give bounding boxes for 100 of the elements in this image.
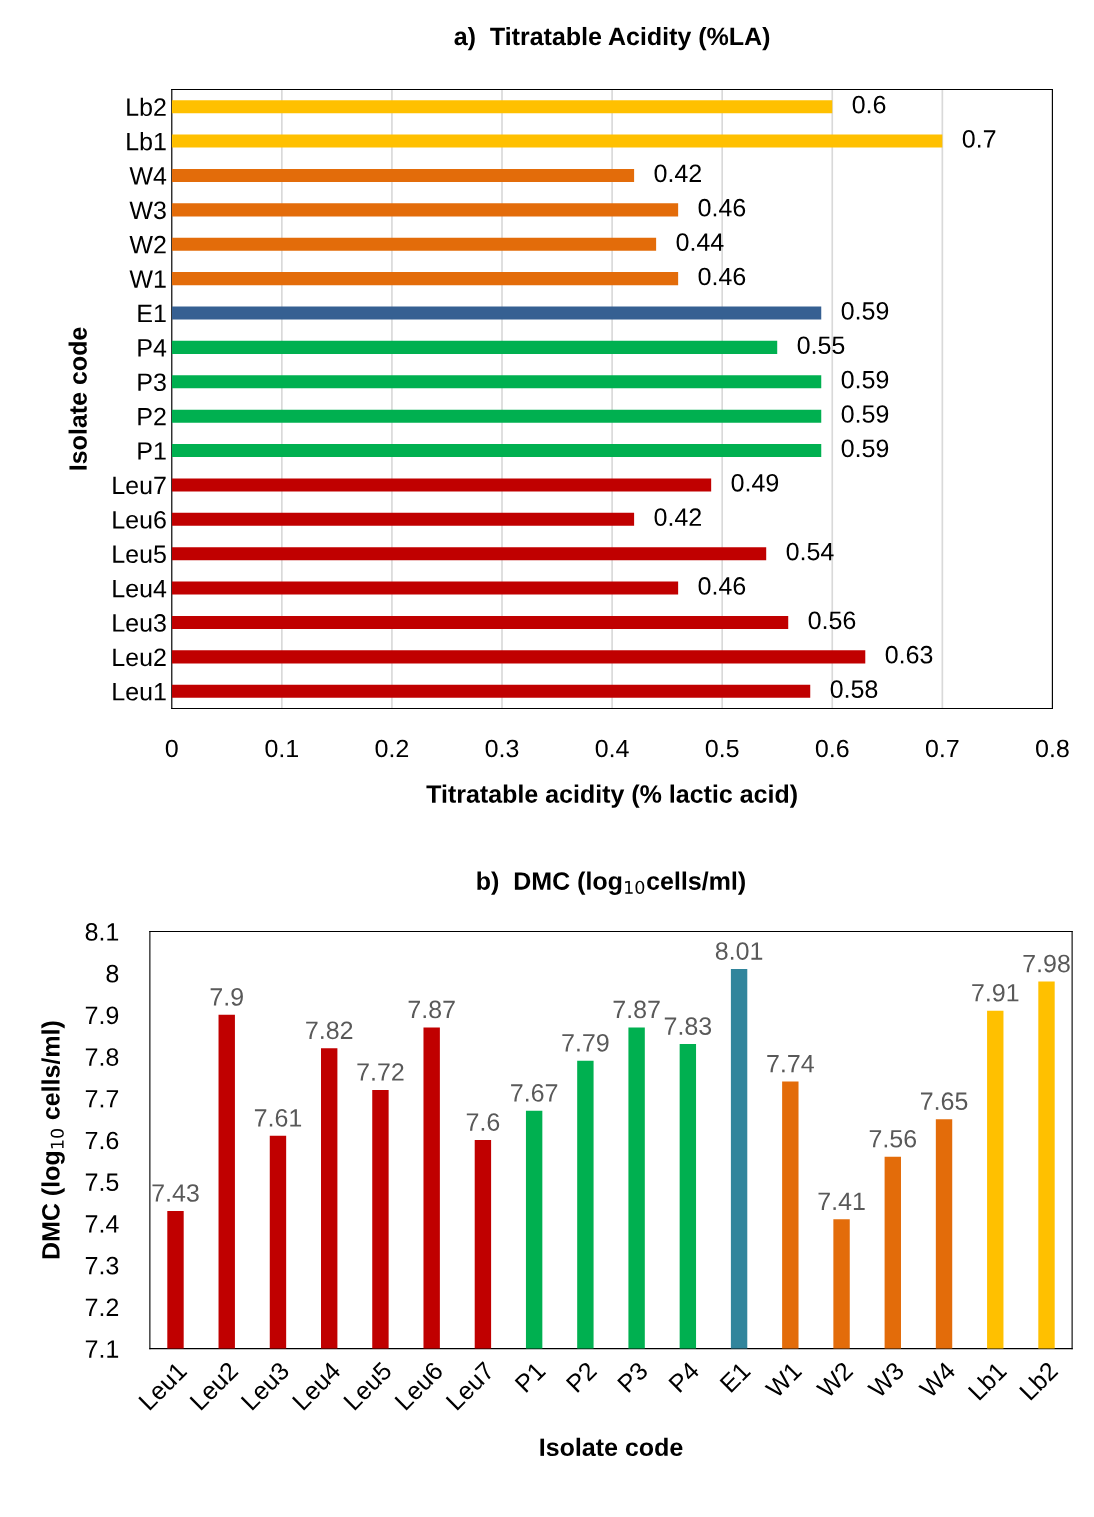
- x-tick-label: Lb1: [967, 1360, 1008, 1401]
- x-tick-label: 0.7: [925, 739, 959, 758]
- bar: [171, 272, 679, 286]
- y-axis-title: Isolate code: [68, 327, 87, 470]
- y-tick-label: 7.7: [85, 1090, 119, 1108]
- data-label: 7.87: [408, 1000, 455, 1019]
- y-tick-label: 7.1: [85, 1340, 119, 1358]
- data-label: 7.67: [511, 1084, 558, 1102]
- y-tick-label: 7.8: [85, 1048, 119, 1066]
- data-label: 0.59: [841, 302, 889, 320]
- x-tick-label: W2: [815, 1361, 854, 1399]
- x-tick-label: 0.4: [595, 739, 629, 758]
- bar: [171, 168, 635, 182]
- data-label: 7.65: [920, 1092, 968, 1111]
- data-label: 0.44: [676, 233, 724, 251]
- data-label: 0.55: [797, 336, 845, 355]
- y-tick-label: Leu5: [113, 545, 166, 564]
- data-label: 8.01: [715, 942, 763, 960]
- y-tick-label: 7.2: [85, 1298, 119, 1316]
- x-tick-label: W4: [918, 1360, 957, 1399]
- data-label: 0.49: [731, 473, 779, 492]
- bar: [171, 444, 822, 458]
- bar: [171, 581, 679, 595]
- data-label: 7.6: [466, 1113, 500, 1131]
- data-label: 7.87: [613, 1000, 660, 1019]
- y-tick-label: 7.4: [85, 1215, 119, 1233]
- bar: [171, 684, 811, 698]
- x-tick-label: 0.6: [815, 739, 849, 758]
- x-tick-label: Lb2: [1018, 1360, 1059, 1401]
- chart-title: a) Titratable Acidity (%LA): [454, 26, 770, 51]
- y-tick-label: W2: [129, 235, 166, 254]
- data-label: 7.72: [357, 1063, 404, 1081]
- y-tick-label: Leu3: [113, 614, 166, 632]
- data-label: 0.7: [962, 130, 996, 148]
- data-label: 0.59: [841, 405, 889, 423]
- data-label: 7.56: [869, 1129, 917, 1148]
- data-label: 7.61: [254, 1109, 302, 1127]
- x-tick-label: W1: [764, 1361, 803, 1399]
- y-tick-label: Leu4: [113, 579, 167, 598]
- x-tick-label: W3: [866, 1360, 905, 1400]
- x-tick-label: 0.3: [485, 739, 519, 758]
- y-tick-label: 7.5: [85, 1173, 119, 1192]
- data-label: 0.46: [698, 267, 746, 286]
- x-axis-title: Isolate code: [540, 1437, 683, 1457]
- y-tick-label: Lb1: [127, 132, 166, 151]
- data-label: 7.79: [562, 1033, 609, 1052]
- data-label: 7.9: [210, 988, 243, 1006]
- data-label: 0.56: [808, 611, 856, 630]
- y-tick-label: Lb2: [127, 97, 166, 116]
- bar: [171, 375, 822, 389]
- x-tick-label: 0.1: [265, 739, 298, 758]
- x-axis-title: Titratable acidity (% lactic acid): [426, 784, 797, 808]
- bar: [171, 203, 679, 217]
- x-tick-label: P2: [565, 1361, 598, 1393]
- y-tick-label: 7.6: [85, 1131, 119, 1150]
- y-tick-label: P3: [138, 373, 166, 392]
- x-tick-label: 0.8: [1036, 739, 1069, 758]
- data-label: 7.83: [664, 1017, 712, 1035]
- bar: [171, 340, 778, 354]
- bar: [171, 306, 822, 320]
- bar: [171, 615, 789, 630]
- data-label: 0.54: [786, 542, 834, 561]
- x-tick-label: 0.5: [705, 739, 739, 758]
- chart-title: b) DMC (log$_{10}$cells/ml): [477, 871, 745, 895]
- bar: [171, 134, 943, 148]
- bar: [171, 237, 657, 251]
- y-tick-label: 7.9: [85, 1006, 119, 1025]
- data-label: 0.58: [830, 680, 878, 698]
- y-tick-label: Leu7: [113, 476, 166, 495]
- data-label: 7.41: [818, 1192, 865, 1210]
- y-tick-label: W3: [129, 201, 166, 220]
- y-axis-title: DMC (log$_{10}$ cells/ml): [41, 1021, 65, 1259]
- y-tick-label: W4: [129, 167, 167, 185]
- bar: [171, 478, 712, 492]
- x-tick-label: 0: [165, 739, 178, 758]
- y-tick-label: Leu1: [113, 683, 166, 701]
- y-tick-label: 7.3: [85, 1256, 119, 1275]
- y-tick-label: P2: [138, 407, 166, 426]
- data-label: 0.59: [841, 439, 889, 458]
- data-label: 7.91: [972, 983, 1019, 1002]
- y-tick-label: W1: [129, 270, 166, 288]
- x-tick-label: P3: [616, 1360, 649, 1393]
- y-tick-label: 8.1: [85, 923, 119, 941]
- x-tick-label: 0.2: [375, 739, 409, 758]
- y-tick-label: Leu2: [113, 648, 166, 667]
- data-label: 7.82: [306, 1021, 353, 1040]
- y-tick-label: P1: [138, 442, 166, 460]
- data-label: 0.6: [852, 95, 886, 114]
- y-tick-label: 8: [106, 964, 119, 983]
- data-label: 0.46: [698, 198, 746, 217]
- data-label: 0.59: [841, 370, 889, 389]
- y-tick-label: Leu6: [113, 510, 166, 529]
- data-label: 0.42: [654, 508, 701, 527]
- x-tick-label: E1: [719, 1361, 752, 1393]
- data-label: 0.63: [885, 645, 933, 664]
- bar: [171, 650, 866, 664]
- bar: [171, 547, 767, 561]
- bar: [171, 409, 822, 423]
- y-tick-label: E1: [138, 304, 166, 323]
- data-label: 7.98: [1023, 954, 1070, 973]
